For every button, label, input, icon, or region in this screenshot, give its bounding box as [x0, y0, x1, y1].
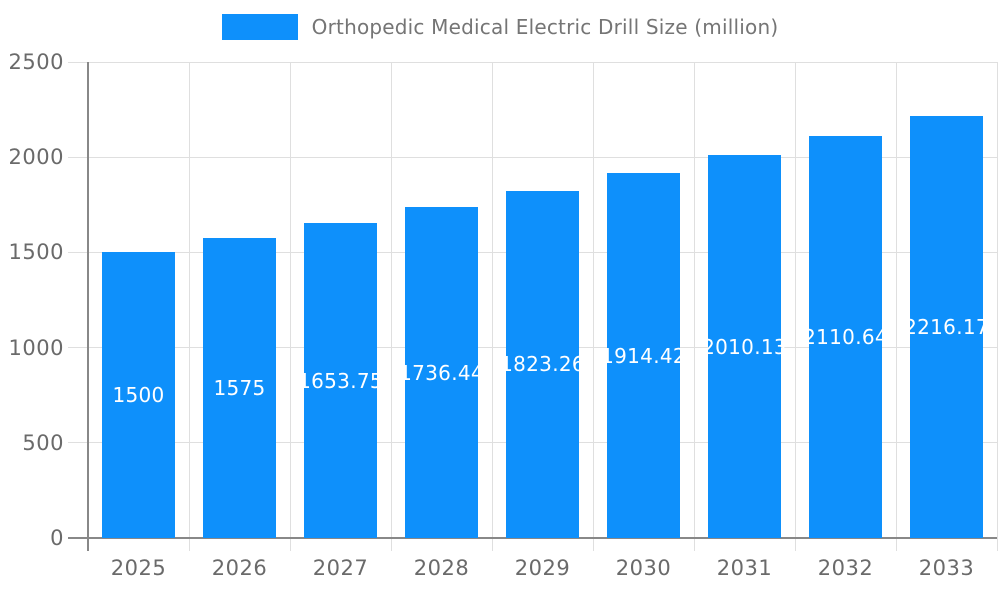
gridline-vertical	[693, 62, 695, 551]
y-axis-tick	[68, 251, 88, 253]
x-axis-tick-label: 2030	[615, 556, 672, 580]
bar-value-label: 1914.42	[601, 343, 686, 368]
y-axis-line	[87, 62, 89, 551]
gridline-vertical	[390, 62, 392, 551]
bar-value-label: 1575	[213, 376, 266, 401]
bar-2025[interactable]	[102, 252, 175, 538]
bar-2032[interactable]	[809, 136, 882, 538]
bar-value-label: 2110.64	[803, 325, 888, 350]
gridline-vertical	[188, 62, 190, 551]
legend-label[interactable]: Orthopedic Medical Electric Drill Size (…	[311, 15, 779, 39]
y-axis-tick-label: 500	[22, 430, 64, 455]
bar-value-label: 2010.13	[702, 334, 787, 359]
bar-value-label: 2216.17	[904, 315, 989, 340]
y-axis-tick-label: 1500	[8, 240, 64, 265]
x-axis-tick-label: 2028	[413, 556, 470, 580]
gridline-vertical	[491, 62, 493, 551]
gridline-vertical	[289, 62, 291, 551]
x-axis-tick-label: 2026	[211, 556, 268, 580]
bar-value-label: 1500	[112, 383, 165, 408]
gridline-vertical	[895, 62, 897, 551]
bar-2029[interactable]	[506, 190, 579, 538]
x-axis-tick-label: 2031	[716, 556, 773, 580]
gridline-horizontal	[88, 156, 997, 158]
legend-swatch[interactable]	[221, 14, 298, 40]
gridline-vertical	[592, 62, 594, 551]
y-axis-tick	[68, 61, 88, 63]
gridline-vertical	[794, 62, 796, 551]
bar-2033[interactable]	[910, 116, 983, 538]
bar-value-label: 1653.75	[298, 368, 383, 393]
x-axis-tick-label: 2029	[514, 556, 571, 580]
x-axis-line	[68, 537, 997, 539]
x-axis-tick-label: 2027	[312, 556, 369, 580]
y-axis-tick	[68, 347, 88, 349]
x-axis-tick-label: 2025	[110, 556, 167, 580]
y-axis-tick-label: 1000	[8, 335, 64, 360]
y-axis-tick-label: 0	[50, 526, 64, 550]
bar-value-label: 1823.26	[500, 352, 585, 377]
bar-2028[interactable]	[405, 207, 478, 538]
bar-2027[interactable]	[304, 223, 377, 538]
gridline-vertical	[996, 62, 998, 551]
x-axis-tick-label: 2033	[918, 556, 975, 580]
bar-value-label: 1736.44	[399, 360, 484, 385]
y-axis-tick-label: 2000	[8, 145, 64, 170]
bar-2030[interactable]	[607, 173, 680, 538]
bar-2026[interactable]	[203, 238, 276, 538]
gridline-horizontal	[88, 61, 997, 63]
chart-legend: Orthopedic Medical Electric Drill Size (…	[0, 14, 1000, 40]
y-axis-tick-label: 2500	[8, 50, 64, 74]
y-axis-tick	[68, 156, 88, 158]
bar-2031[interactable]	[708, 155, 781, 538]
x-axis-tick-label: 2032	[817, 556, 874, 580]
y-axis-tick	[68, 442, 88, 444]
